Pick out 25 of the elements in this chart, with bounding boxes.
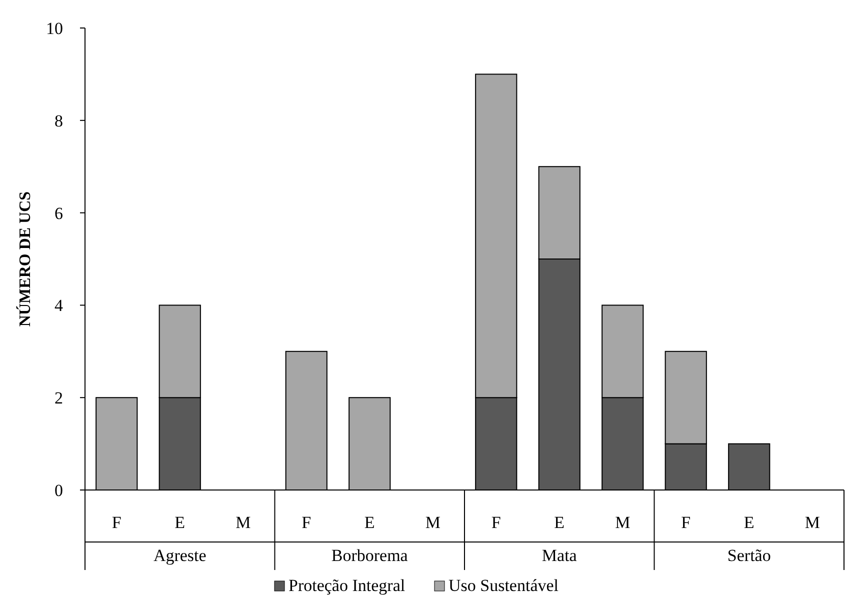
- text: Mata: [542, 546, 578, 565]
- x-tick-label: M: [615, 513, 630, 532]
- legend-label: Proteção Integral: [288, 576, 406, 595]
- x-tick-label: M: [425, 513, 440, 532]
- x-tick-label: E: [744, 513, 754, 532]
- text: Borborema: [331, 546, 408, 565]
- x-tick-label: F: [302, 513, 312, 532]
- y-tick-label: 10: [46, 18, 63, 38]
- y-axis-title: NÚMERO DE UCS: [16, 191, 34, 327]
- text: Agreste: [153, 546, 206, 565]
- x-tick-label: F: [681, 513, 691, 532]
- x-tick-label: F: [491, 513, 501, 532]
- x-tick-label: M: [804, 513, 820, 532]
- y-tick-label: 2: [54, 388, 63, 408]
- y-tick-label: 4: [54, 296, 64, 316]
- text: Sertão: [727, 546, 771, 565]
- y-tick-label: 0: [54, 480, 63, 500]
- y-tick-label: 8: [54, 111, 63, 130]
- legend-label: Uso Sustentável: [448, 576, 559, 595]
- y-tick-label: 6: [54, 204, 63, 223]
- x-tick-label: E: [364, 513, 375, 532]
- x-tick-label: M: [236, 513, 251, 532]
- x-tick-label: E: [174, 513, 186, 532]
- x-tick-label: F: [112, 513, 122, 532]
- x-tick-label: E: [554, 513, 565, 532]
